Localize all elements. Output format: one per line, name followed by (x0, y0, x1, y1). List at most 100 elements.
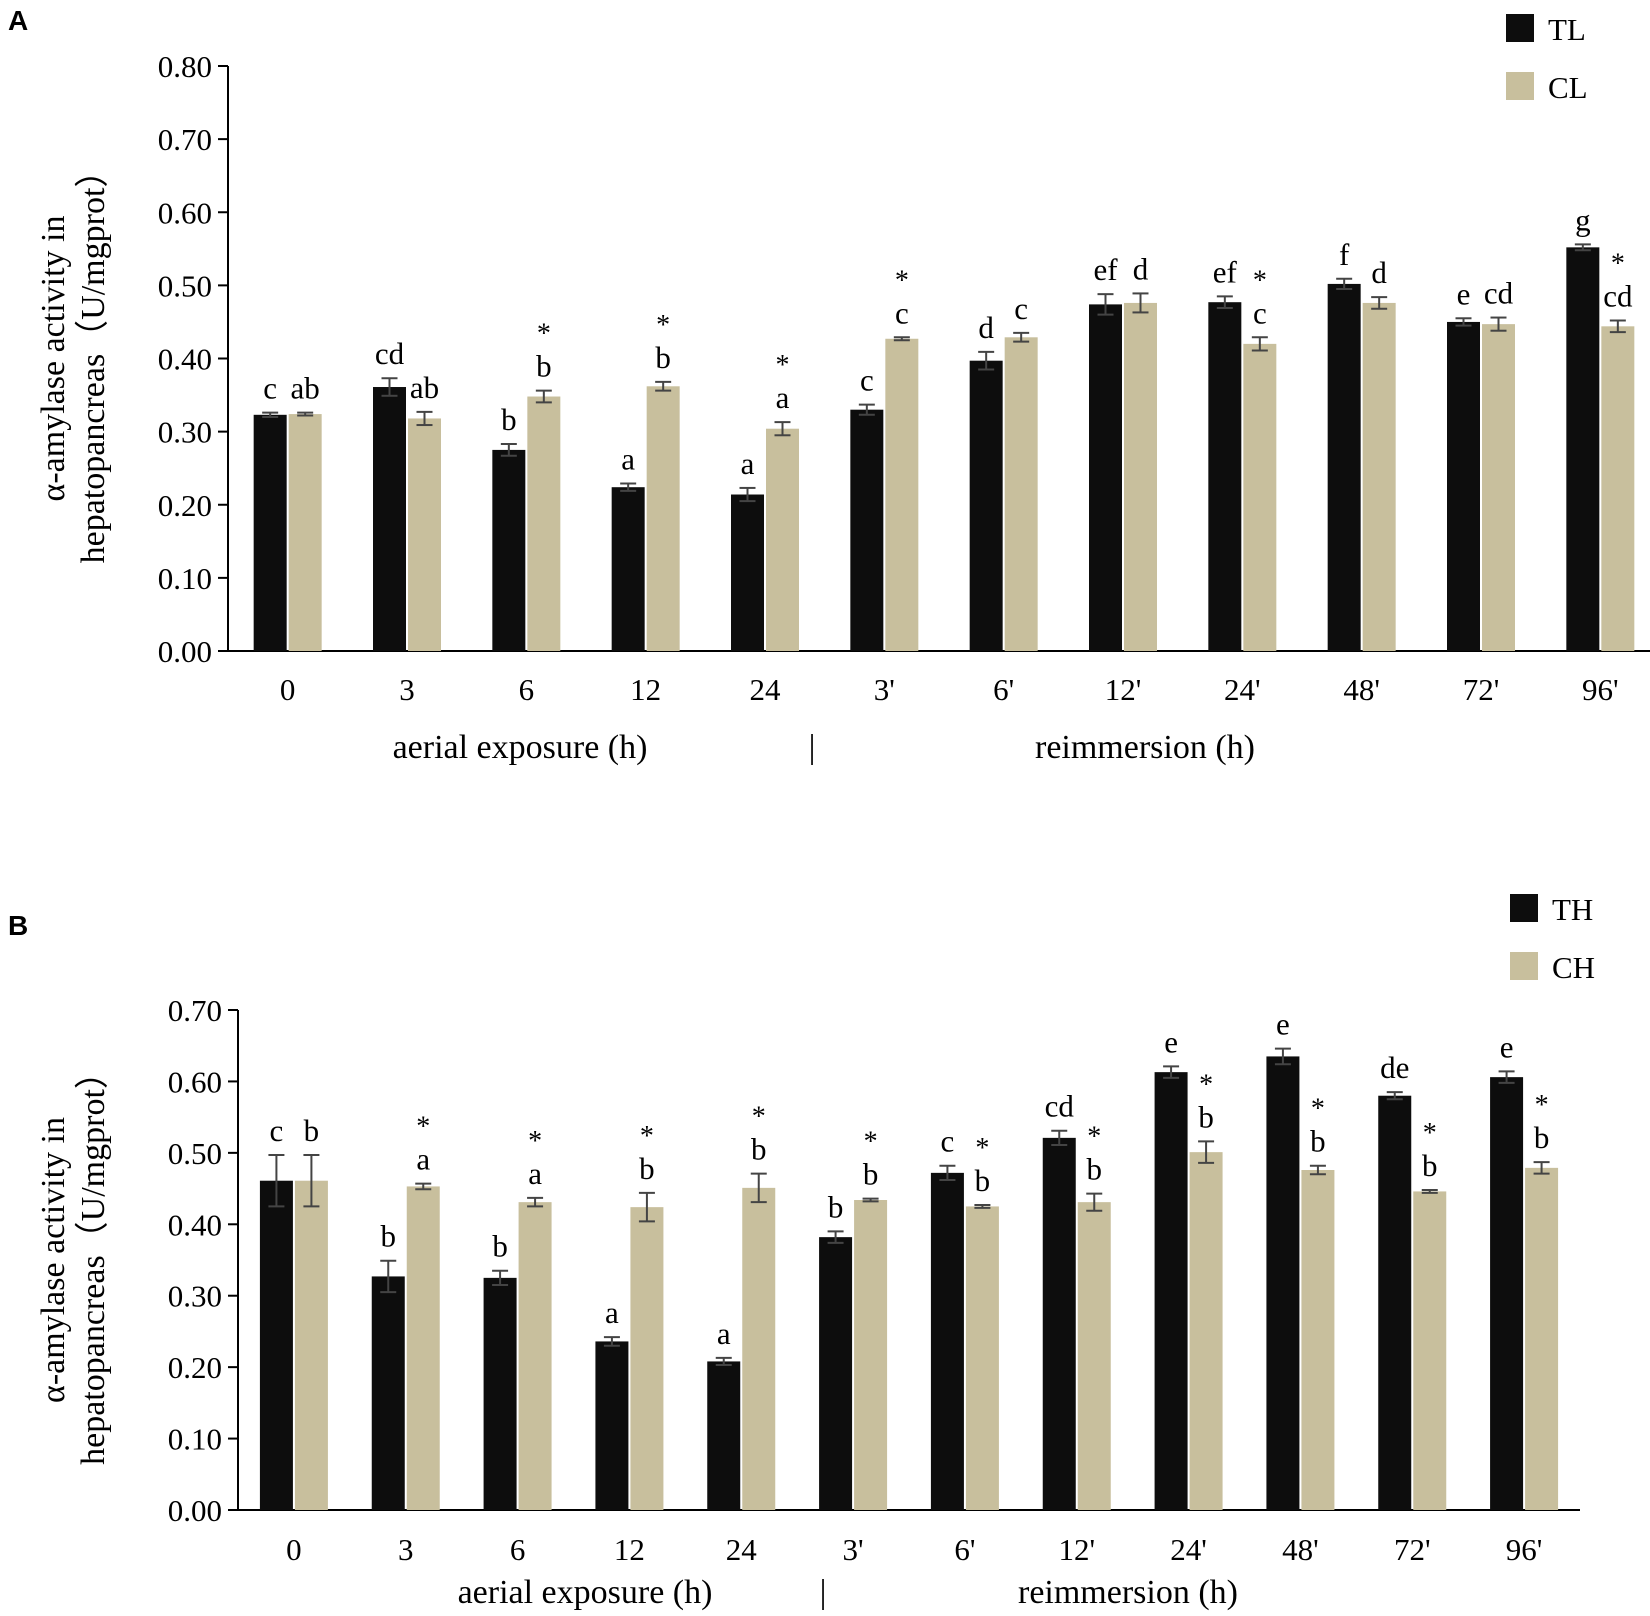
legend-label-th: TH (1552, 892, 1593, 927)
bar-th-10 (1378, 1095, 1412, 1510)
y-axis-title: α-amylase activity in hepatopancreas（U/mg… (35, 1055, 112, 1465)
bar-cl-2 (527, 396, 561, 651)
y-tick-label: 0.40 (168, 1207, 222, 1242)
significance-letter: cd (1045, 1089, 1075, 1124)
significance-letter: cd (1484, 276, 1514, 311)
significance-letter: b (501, 402, 517, 437)
legend-swatch-tl (1506, 14, 1534, 42)
x-tick-label: 24' (1170, 1532, 1207, 1567)
x-tick-label: 24 (726, 1532, 758, 1567)
bar-tl-5 (850, 409, 884, 651)
significance-star: * (640, 1121, 654, 1152)
bar-ch-6 (965, 1206, 999, 1510)
bar-ch-10 (1413, 1191, 1447, 1510)
x-tick-label: 6' (993, 672, 1014, 707)
panel-label: B (8, 910, 28, 941)
bar-ch-5 (854, 1200, 888, 1510)
significance-letter: ef (1093, 252, 1118, 287)
significance-letter: b (536, 349, 552, 384)
significance-letter: e (1164, 1024, 1178, 1059)
bar-cl-0 (288, 414, 322, 651)
significance-letter: g (1575, 202, 1591, 237)
bar-tl-2 (492, 449, 526, 651)
significance-star: * (537, 319, 551, 350)
bar-cl-10 (1482, 324, 1515, 651)
bar-cl-4 (766, 428, 799, 651)
significance-letter: c (1014, 291, 1028, 326)
x-tick-label: 72' (1394, 1532, 1431, 1567)
bar-ch-1 (406, 1186, 440, 1510)
bar-ch-9 (1301, 1170, 1335, 1510)
significance-star: * (752, 1102, 766, 1133)
legend-label-tl: TL (1548, 12, 1586, 47)
bar-tl-1 (373, 387, 406, 651)
x-tick-label: 48' (1343, 672, 1380, 707)
significance-letter: e (1276, 1007, 1290, 1042)
significance-letter: ef (1213, 254, 1238, 289)
legend-label-ch: CH (1552, 950, 1595, 985)
x-tick-label: 0 (280, 672, 296, 707)
y-axis-title-line2: hepatopancreas（U/mgprot） (74, 154, 112, 564)
bar-tl-6 (969, 360, 1003, 651)
significance-letter: b (655, 340, 671, 375)
significance-letter: e (1457, 276, 1471, 311)
legend-swatch-th (1510, 894, 1538, 922)
x-tick-label: 3 (398, 1532, 414, 1567)
bar-cl-3 (646, 386, 680, 651)
significance-letter: c (263, 371, 277, 406)
bar-th-4 (707, 1361, 741, 1510)
significance-letter: b (492, 1229, 508, 1264)
y-tick-label: 0.50 (158, 268, 212, 303)
panel-label: A (8, 5, 28, 36)
y-tick-label: 0.70 (168, 993, 222, 1028)
x-tick-label: 72' (1463, 672, 1500, 707)
x-tick-label: 12' (1058, 1532, 1095, 1567)
legend-swatch-cl (1506, 72, 1534, 100)
bar-ch-7 (1077, 1202, 1111, 1510)
significance-letter: de (1380, 1050, 1409, 1085)
bar-cl-6 (1004, 337, 1038, 651)
y-tick-label: 0.50 (168, 1136, 222, 1171)
panel-b: Bα-amylase activity in hepatopancreas（U/m… (8, 892, 1595, 1611)
legend-label-cl: CL (1548, 70, 1588, 105)
x-tick-label: 24' (1224, 672, 1261, 707)
x-tick-label: 3 (399, 672, 415, 707)
significance-star: * (416, 1112, 430, 1143)
y-tick-label: 0.00 (168, 1493, 222, 1528)
bar-cl-7 (1124, 302, 1157, 651)
bar-ch-0 (294, 1180, 328, 1510)
x-group-divider: | (809, 729, 816, 766)
x-tick-label: 6 (519, 672, 535, 707)
significance-letter: b (863, 1157, 879, 1192)
significance-letter: b (751, 1132, 767, 1167)
significance-letter: c (1253, 295, 1267, 330)
y-axis-title-line1: α-amylase activity in (35, 216, 72, 502)
significance-star: * (1199, 1069, 1213, 1100)
x-tick-label: 96' (1582, 672, 1619, 707)
y-axis-title-line2: hepatopancreas（U/mgprot） (74, 1055, 112, 1465)
y-tick-label: 0.10 (158, 561, 212, 596)
y-tick-label: 0.20 (168, 1350, 222, 1385)
bar-tl-4 (731, 494, 764, 651)
y-tick-label: 0.30 (168, 1279, 222, 1314)
significance-star: * (528, 1126, 542, 1157)
significance-letter: a (416, 1142, 430, 1177)
x-group-label-aerial: aerial exposure (h) (393, 729, 648, 766)
significance-letter: b (639, 1151, 655, 1186)
bar-ch-2 (518, 1202, 552, 1510)
x-tick-label: 6' (954, 1532, 975, 1567)
bar-ch-11 (1525, 1167, 1559, 1510)
significance-letter: f (1339, 237, 1350, 272)
significance-letter: c (895, 295, 909, 330)
bar-tl-10 (1447, 321, 1480, 651)
bar-th-7 (1042, 1137, 1076, 1510)
significance-letter: b (1198, 1099, 1214, 1134)
bar-tl-8 (1208, 302, 1242, 651)
y-tick-label: 0.60 (158, 195, 212, 230)
significance-letter: a (528, 1156, 542, 1191)
significance-letter: a (621, 442, 635, 477)
x-tick-label: 3' (843, 1532, 864, 1567)
significance-letter: b (1310, 1124, 1326, 1159)
bar-th-1 (371, 1276, 405, 1510)
y-tick-label: 0.20 (158, 488, 212, 523)
